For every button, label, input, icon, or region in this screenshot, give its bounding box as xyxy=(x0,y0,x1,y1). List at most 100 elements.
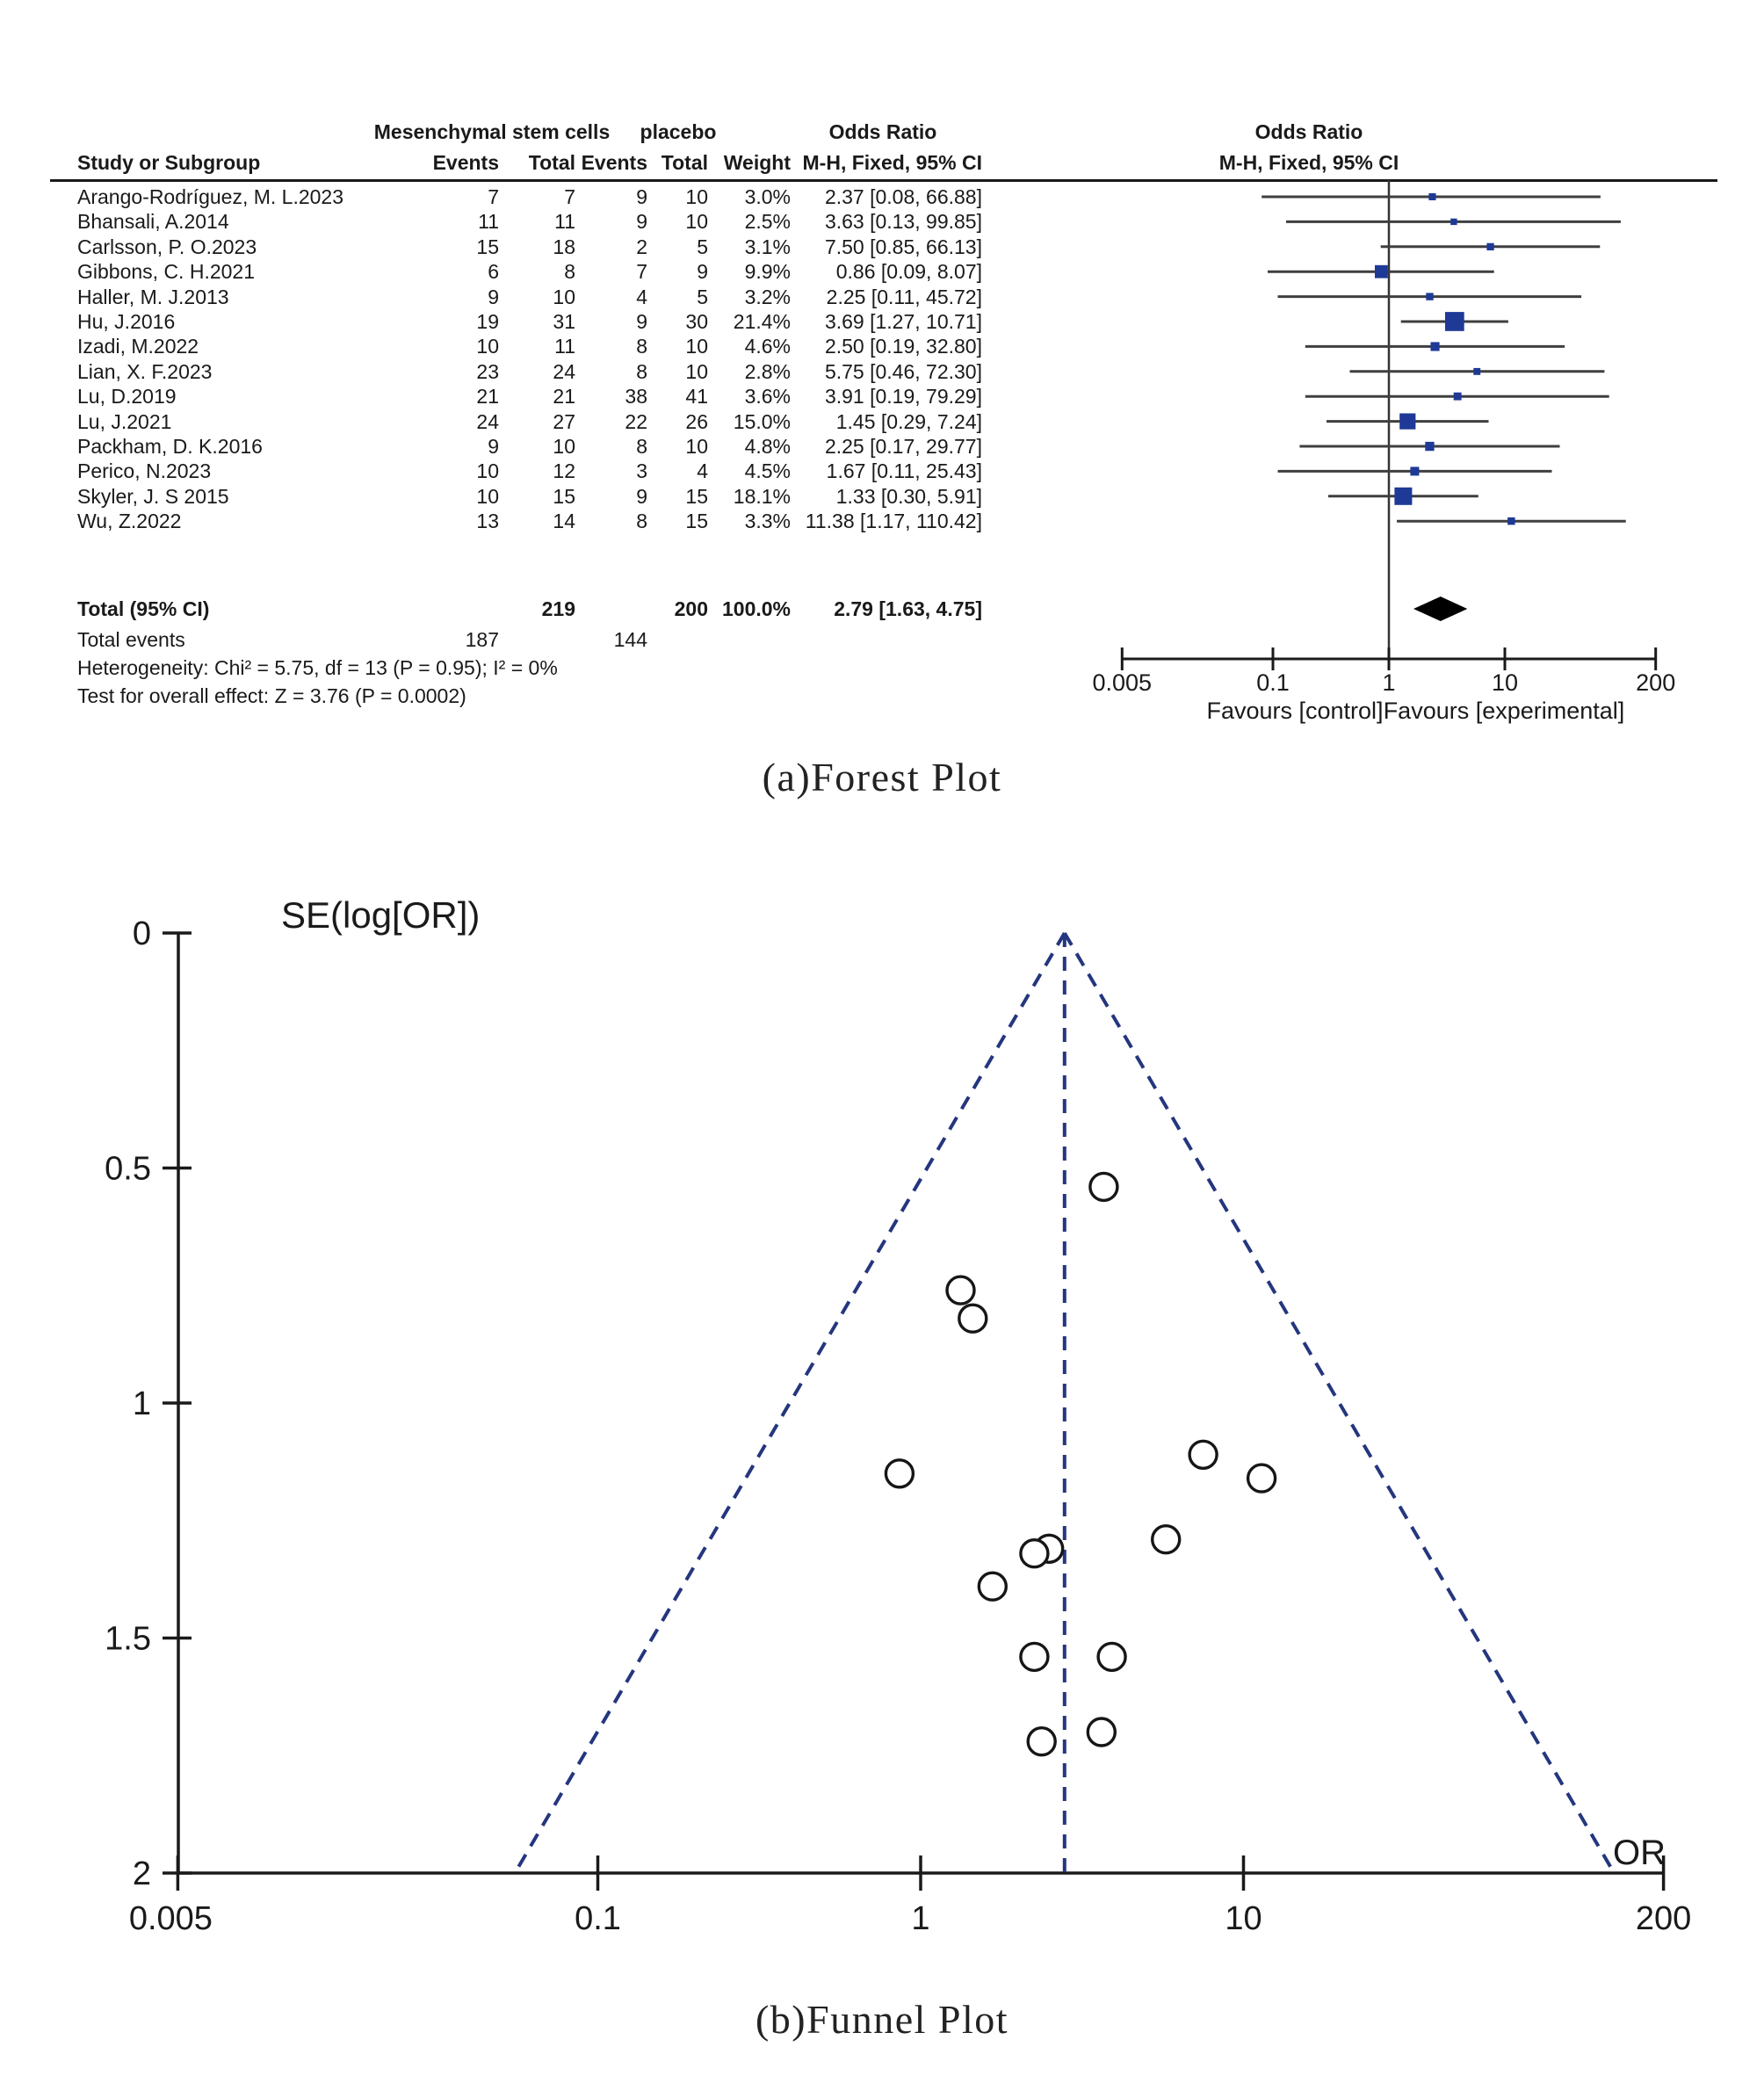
study-name: Perico, N.2023 xyxy=(77,459,212,483)
heterogeneity-text: Heterogeneity: Chi² = 5.75, df = 13 (P =… xyxy=(77,656,558,679)
effect-square xyxy=(1507,517,1515,525)
effect-square xyxy=(1426,293,1434,300)
total-row-label: Total (95% CI) xyxy=(77,597,210,620)
funnel-pseudo-ci-right xyxy=(1063,931,1616,1875)
study-or-ci: 3.69 [1.27, 10.71] xyxy=(824,310,982,333)
study-name: Hu, J.2016 xyxy=(77,310,176,333)
odds-ratio-header-left: Odds Ratio xyxy=(828,120,937,143)
funnel-point xyxy=(1019,1641,1050,1673)
experimental-total: 21 xyxy=(553,385,575,409)
study-weight: 18.1% xyxy=(733,484,791,508)
study-name: Lu, D.2019 xyxy=(77,385,177,409)
study-or-ci: 5.75 [0.46, 72.30] xyxy=(824,359,982,383)
effect-square xyxy=(1375,264,1388,278)
funnel-y-tick-label: 1 xyxy=(133,1385,151,1422)
experimental-total: 11 xyxy=(554,335,575,358)
effect-square xyxy=(1453,392,1462,401)
experimental-total: 27 xyxy=(553,409,575,433)
effect-square xyxy=(1473,367,1481,375)
study-or-ci: 0.86 [0.09, 8.07] xyxy=(835,260,982,284)
experimental-events: 7 xyxy=(488,185,499,208)
effect-square xyxy=(1445,312,1464,331)
study-name: Packham, D. K.2016 xyxy=(77,435,263,458)
control-total: 4 xyxy=(697,459,708,483)
funnel-point xyxy=(1019,1537,1050,1569)
experimental-events: 19 xyxy=(476,310,499,333)
study-weight: 4.8% xyxy=(744,435,791,458)
control-total: 9 xyxy=(697,260,708,284)
study-weight: 3.2% xyxy=(744,285,791,308)
funnel-point xyxy=(945,1275,976,1306)
control-total: 30 xyxy=(685,310,708,333)
method-header-right: M-H, Fixed, 95% CI xyxy=(1218,151,1399,174)
study-name: Haller, M. J.2013 xyxy=(77,285,229,308)
control-events: 3 xyxy=(636,459,647,483)
control-total: 15 xyxy=(685,510,708,533)
funnel-point xyxy=(1150,1523,1182,1555)
control-events: 9 xyxy=(636,185,647,208)
study-weight: 3.3% xyxy=(744,510,791,533)
experimental-total: 10 xyxy=(553,435,575,458)
study-weight: 2.8% xyxy=(744,359,791,383)
total2-total: 200 xyxy=(674,597,708,620)
experimental-events: 6 xyxy=(488,260,499,284)
funnel-point xyxy=(884,1458,915,1489)
forest-axis-tick-label: 0.005 xyxy=(1093,669,1153,696)
forest-axis-tick-label: 1 xyxy=(1382,669,1395,696)
control-events: 22 xyxy=(625,409,647,433)
forest-axis-tick-label: 10 xyxy=(1492,669,1518,696)
study-or-ci: 2.37 [0.08, 66.88] xyxy=(824,185,982,208)
study-weight: 3.0% xyxy=(744,185,791,208)
weight-column-header: Weight xyxy=(723,151,791,174)
total-events-label: Total events xyxy=(77,628,185,651)
total-or-ci: 2.79 [1.63, 4.75] xyxy=(834,597,982,620)
experimental-total: 10 xyxy=(553,285,575,308)
study-weight: 21.4% xyxy=(733,310,791,333)
total-diamond xyxy=(1413,597,1468,621)
experimental-total: 11 xyxy=(554,210,575,234)
funnel-point xyxy=(1188,1439,1218,1471)
study-name: Lu, J.2021 xyxy=(77,409,172,433)
experimental-total: 12 xyxy=(553,459,575,483)
funnel-y-tick-label: 1.5 xyxy=(105,1621,151,1658)
study-or-ci: 1.33 [0.30, 5.91] xyxy=(835,484,982,508)
control-events: 8 xyxy=(636,510,647,533)
study-name: Carlsson, P. O.2023 xyxy=(77,235,257,258)
control-events: 8 xyxy=(636,435,647,458)
effect-square xyxy=(1428,192,1436,200)
events1-column-header: Events xyxy=(432,151,499,174)
control-total: 41 xyxy=(685,385,708,409)
funnel-point xyxy=(1086,1717,1117,1747)
experimental-total: 31 xyxy=(553,310,575,333)
experimental-events: 10 xyxy=(476,459,499,483)
study-or-ci: 2.50 [0.19, 32.80] xyxy=(824,335,982,358)
experimental-group-header: Mesenchymal stem cells xyxy=(373,120,611,143)
funnel-pseudo-ci-left xyxy=(513,931,1066,1875)
experimental-events: 10 xyxy=(476,335,499,358)
control-events: 9 xyxy=(636,484,647,508)
experimental-total: 7 xyxy=(564,185,575,208)
control-total: 10 xyxy=(685,210,708,234)
study-weight: 2.5% xyxy=(744,210,791,234)
forest-axis-tick-label: 0.1 xyxy=(1256,669,1290,696)
events2-column-header: Events xyxy=(581,151,647,174)
effect-square xyxy=(1486,242,1494,250)
control-events: 7 xyxy=(636,260,647,284)
control-total: 10 xyxy=(685,185,708,208)
experimental-total: 15 xyxy=(553,484,575,508)
effect-square xyxy=(1425,441,1435,452)
funnel-x-tick-label: 10 xyxy=(1225,1900,1262,1937)
experimental-events: 10 xyxy=(476,484,499,508)
study-or-ci: 2.25 [0.17, 29.77] xyxy=(824,435,982,458)
control-total: 5 xyxy=(697,285,708,308)
experimental-events: 13 xyxy=(476,510,499,533)
study-name: Gibbons, C. H.2021 xyxy=(77,260,256,284)
forest-axis-tick-label: 200 xyxy=(1636,669,1675,696)
study-table-rows: Arango-Rodríguez, M. L.2023 7 7 9 10 3.0% 2.37… xyxy=(0,0,1764,835)
experimental-events: 15 xyxy=(476,235,499,258)
forest-plot-caption: (a)Forest Plot xyxy=(762,755,1002,799)
control-total: 10 xyxy=(685,435,708,458)
experimental-events: 24 xyxy=(476,409,499,433)
total-weight: 100.0% xyxy=(721,597,791,620)
effect-square xyxy=(1394,487,1413,505)
